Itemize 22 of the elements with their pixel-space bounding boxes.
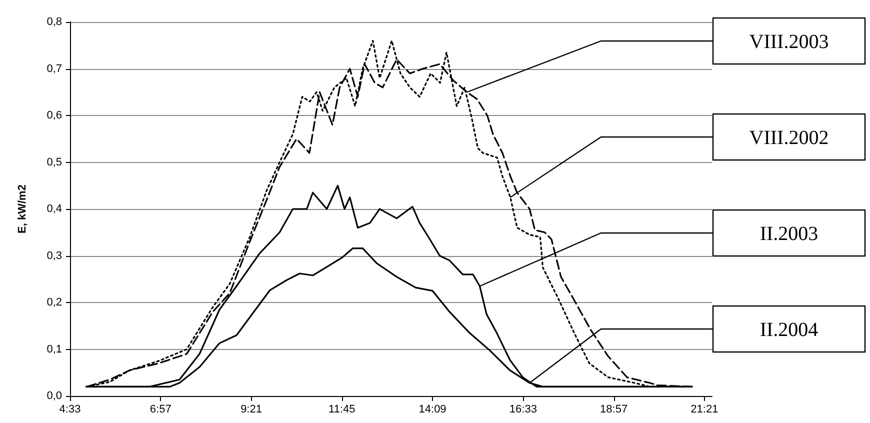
y-tick-label: 0,2: [46, 296, 62, 308]
x-tick-label: 14:09: [418, 404, 446, 416]
y-tick-label: 0,4: [46, 203, 62, 215]
y-tick-label: 0,8: [46, 16, 62, 28]
x-tick-label: 6:57: [150, 404, 172, 416]
x-tick-label: 16:33: [509, 404, 537, 416]
x-tick-label: 21:21: [690, 404, 718, 416]
y-tick-label: 0,5: [46, 156, 62, 168]
y-tick-label: 0,6: [46, 110, 62, 122]
text: II.2004: [760, 319, 818, 341]
y-tick-label: 0,0: [46, 390, 62, 402]
y-tick-label: 0,1: [46, 343, 62, 356]
text: VIII.2002: [749, 127, 829, 149]
x-tick-label: 11:45: [328, 404, 356, 416]
y-tick-label: 0,3: [46, 250, 62, 262]
text: II.2003: [760, 223, 818, 245]
y-axis-title: E, kW/m2: [16, 184, 28, 234]
text: VIII.2003: [749, 31, 829, 53]
x-tick-label: 18:57: [600, 404, 628, 416]
y-tick-label: 0,7: [46, 62, 62, 75]
x-tick-label: 4:33: [59, 404, 81, 416]
x-tick-label: 9:21: [240, 404, 262, 416]
